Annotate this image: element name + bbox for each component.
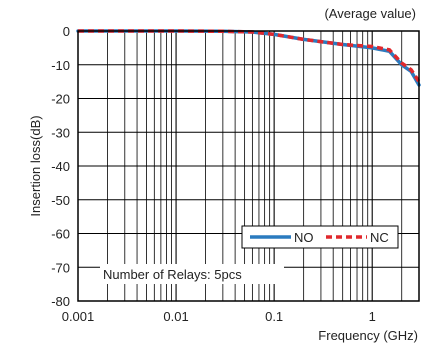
y-tick-label: 0: [63, 24, 70, 39]
legend-no-label: NO: [294, 230, 314, 245]
y-tick-label: -80: [51, 294, 70, 309]
y-tick-label: -70: [51, 260, 70, 275]
relay-count-note: Number of Relays: 5pcs: [103, 267, 242, 282]
x-tick-label: 1: [369, 309, 376, 324]
grid-lines: [78, 31, 419, 301]
y-tick-label: -60: [51, 227, 70, 242]
x-axis-label: Frequency (GHz): [318, 328, 418, 343]
y-tick-label: -10: [51, 58, 70, 73]
legend-box: [241, 225, 399, 249]
x-tick-label: 0.1: [265, 309, 283, 324]
x-tick-labels: 0.001 0.01 0.1 1: [62, 309, 376, 324]
series-line-nc: [78, 29, 421, 83]
note-background: [100, 264, 284, 284]
x-tick-label: 0.001: [62, 309, 95, 324]
legend-nc-label: NC: [370, 230, 389, 245]
x-tick-label: 0.01: [163, 309, 188, 324]
chart-annotation: (Average value): [324, 6, 416, 21]
plot-frame: [77, 30, 420, 302]
y-tick-label: -50: [51, 193, 70, 208]
y-tick-label: -40: [51, 159, 70, 174]
y-tick-label: -30: [51, 125, 70, 140]
y-tick-labels: 0 -10 -20 -30 -40 -50 -60 -70 -80: [51, 24, 70, 309]
y-tick-label: -20: [51, 92, 70, 107]
legend: NO NC: [241, 225, 399, 249]
y-axis-label: Insertion loss(dB): [28, 115, 43, 216]
